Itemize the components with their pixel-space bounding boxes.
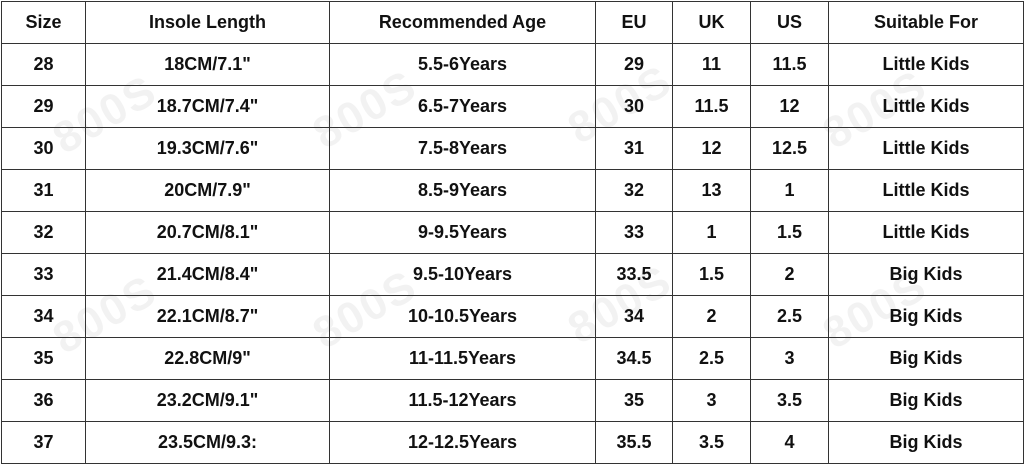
cell-insole-length: 20.7CM/8.1" (85, 211, 330, 254)
cell-insole-length: 22.8CM/9" (85, 337, 330, 380)
cell-uk: 2.5 (672, 337, 751, 380)
cell-recommended-age: 8.5-9Years (329, 169, 596, 212)
cell-recommended-age: 7.5-8Years (329, 127, 596, 170)
cell-us: 3.5 (750, 379, 829, 422)
cell-suitable-for: Big Kids (828, 379, 1024, 422)
cell-recommended-age: 11-11.5Years (329, 337, 596, 380)
cell-insole-length: 23.2CM/9.1" (85, 379, 330, 422)
cell-eu: 35.5 (595, 421, 673, 464)
table-row: 29 18.7CM/7.4" 6.5-7Years 30 11.5 12 Little Ki… (1, 85, 1024, 128)
table-row: 37 23.5CM/9.3: 12-12.5Years 35.5 3.5 4 Big Kid… (1, 421, 1024, 464)
cell-recommended-age: 12-12.5Years (329, 421, 596, 464)
cell-eu: 32 (595, 169, 673, 212)
cell-eu: 33 (595, 211, 673, 254)
cell-insole-length: 20CM/7.9" (85, 169, 330, 212)
table-row: 28 18CM/7.1" 5.5-6Years 29 11 11.5 Little Kids (1, 43, 1024, 86)
cell-suitable-for: Big Kids (828, 337, 1024, 380)
cell-insole-length: 19.3CM/7.6" (85, 127, 330, 170)
header-eu: EU (595, 1, 673, 44)
table-row: 32 20.7CM/8.1" 9-9.5Years 33 1 1.5 Little Kids (1, 211, 1024, 254)
cell-recommended-age: 11.5-12Years (329, 379, 596, 422)
cell-insole-length: 23.5CM/9.3: (85, 421, 330, 464)
cell-suitable-for: Little Kids (828, 211, 1024, 254)
cell-suitable-for: Big Kids (828, 253, 1024, 296)
header-suitable-for: Suitable For (828, 1, 1024, 44)
cell-us: 11.5 (750, 43, 829, 86)
table-row: 36 23.2CM/9.1" 11.5-12Years 35 3 3.5 Big Kids (1, 379, 1024, 422)
table-row: 30 19.3CM/7.6" 7.5-8Years 31 12 12.5 Little Ki… (1, 127, 1024, 170)
cell-us: 12 (750, 85, 829, 128)
header-insole-length: Insole Length (85, 1, 330, 44)
cell-eu: 34.5 (595, 337, 673, 380)
cell-uk: 12 (672, 127, 751, 170)
cell-recommended-age: 9-9.5Years (329, 211, 596, 254)
cell-size: 35 (1, 337, 86, 380)
cell-uk: 13 (672, 169, 751, 212)
cell-suitable-for: Little Kids (828, 43, 1024, 86)
cell-us: 12.5 (750, 127, 829, 170)
cell-size: 32 (1, 211, 86, 254)
table-row: 35 22.8CM/9" 11-11.5Years 34.5 2.5 3 Big Kids (1, 337, 1024, 380)
cell-eu: 31 (595, 127, 673, 170)
cell-suitable-for: Little Kids (828, 127, 1024, 170)
cell-uk: 2 (672, 295, 751, 338)
header-row: Size Insole Length Recommended Age EU UK… (1, 1, 1024, 44)
table-row: 33 21.4CM/8.4" 9.5-10Years 33.5 1.5 2 Big Kids (1, 253, 1024, 296)
cell-recommended-age: 5.5-6Years (329, 43, 596, 86)
header-us: US (750, 1, 829, 44)
cell-insole-length: 21.4CM/8.4" (85, 253, 330, 296)
cell-size: 29 (1, 85, 86, 128)
cell-suitable-for: Big Kids (828, 295, 1024, 338)
cell-insole-length: 18.7CM/7.4" (85, 85, 330, 128)
cell-size: 36 (1, 379, 86, 422)
cell-eu: 34 (595, 295, 673, 338)
cell-uk: 11 (672, 43, 751, 86)
cell-insole-length: 22.1CM/8.7" (85, 295, 330, 338)
table-body: 28 18CM/7.1" 5.5-6Years 29 11 11.5 Little Kids… (1, 43, 1024, 464)
header-size: Size (1, 1, 86, 44)
table-row: 34 22.1CM/8.7" 10-10.5Years 34 2 2.5 Big Kids (1, 295, 1024, 338)
header-uk: UK (672, 1, 751, 44)
cell-eu: 33.5 (595, 253, 673, 296)
cell-eu: 29 (595, 43, 673, 86)
cell-us: 1 (750, 169, 829, 212)
cell-us: 2.5 (750, 295, 829, 338)
cell-size: 30 (1, 127, 86, 170)
cell-size: 31 (1, 169, 86, 212)
cell-suitable-for: Little Kids (828, 85, 1024, 128)
header-recommended-age: Recommended Age (329, 1, 596, 44)
cell-uk: 1.5 (672, 253, 751, 296)
cell-recommended-age: 10-10.5Years (329, 295, 596, 338)
cell-us: 2 (750, 253, 829, 296)
cell-eu: 30 (595, 85, 673, 128)
cell-uk: 3 (672, 379, 751, 422)
cell-size: 33 (1, 253, 86, 296)
cell-insole-length: 18CM/7.1" (85, 43, 330, 86)
cell-us: 4 (750, 421, 829, 464)
cell-size: 28 (1, 43, 86, 86)
cell-recommended-age: 6.5-7Years (329, 85, 596, 128)
cell-uk: 3.5 (672, 421, 751, 464)
cell-suitable-for: Big Kids (828, 421, 1024, 464)
cell-uk: 11.5 (672, 85, 751, 128)
cell-uk: 1 (672, 211, 751, 254)
cell-us: 3 (750, 337, 829, 380)
cell-suitable-for: Little Kids (828, 169, 1024, 212)
cell-recommended-age: 9.5-10Years (329, 253, 596, 296)
cell-size: 37 (1, 421, 86, 464)
table-row: 31 20CM/7.9" 8.5-9Years 32 13 1 Little Kids (1, 169, 1024, 212)
cell-eu: 35 (595, 379, 673, 422)
cell-size: 34 (1, 295, 86, 338)
cell-us: 1.5 (750, 211, 829, 254)
